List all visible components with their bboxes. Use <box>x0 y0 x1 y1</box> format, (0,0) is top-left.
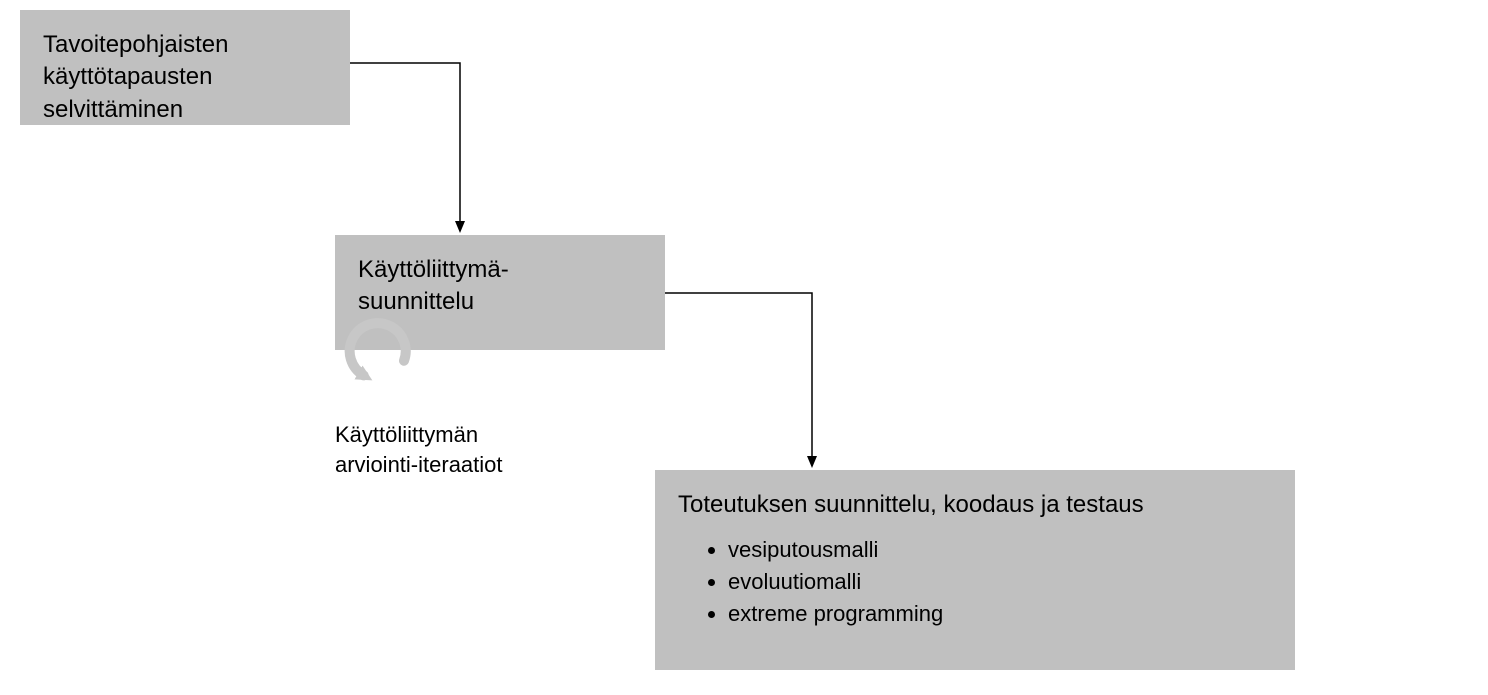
bullet-item: extreme programming <box>728 599 1272 629</box>
node-bullets: vesiputousmalli evoluutiomalli extreme p… <box>678 535 1272 628</box>
flow-edge <box>350 63 460 223</box>
node-line: Käyttöliittymä- <box>358 256 509 283</box>
node-line: suunnittelu <box>358 288 474 315</box>
flow-node-use-cases: Tavoitepohjaisten käyttötapausten selvit… <box>20 10 350 125</box>
diagram-canvas: Tavoitepohjaisten käyttötapausten selvit… <box>0 0 1488 695</box>
annotation-line: Käyttöliittymän <box>335 422 478 447</box>
flow-edge <box>665 293 812 458</box>
flow-node-ui-design: Käyttöliittymä- suunnittelu <box>335 235 665 350</box>
node-line: selvittäminen <box>43 96 183 123</box>
node-title: Toteutuksen suunnittelu, koodaus ja test… <box>678 489 1272 521</box>
bullet-item: vesiputousmalli <box>728 535 1272 565</box>
loop-annotation: Käyttöliittymän arviointi-iteraatiot <box>335 420 503 479</box>
annotation-line: arviointi-iteraatiot <box>335 452 503 477</box>
flow-node-implementation: Toteutuksen suunnittelu, koodaus ja test… <box>655 470 1295 670</box>
node-line: Tavoitepohjaisten <box>43 31 228 58</box>
node-title: Käyttöliittymä- suunnittelu <box>358 254 642 319</box>
node-title: Tavoitepohjaisten käyttötapausten selvit… <box>43 29 327 126</box>
bullet-item: evoluutiomalli <box>728 567 1272 597</box>
node-line: käyttötapausten <box>43 63 212 90</box>
